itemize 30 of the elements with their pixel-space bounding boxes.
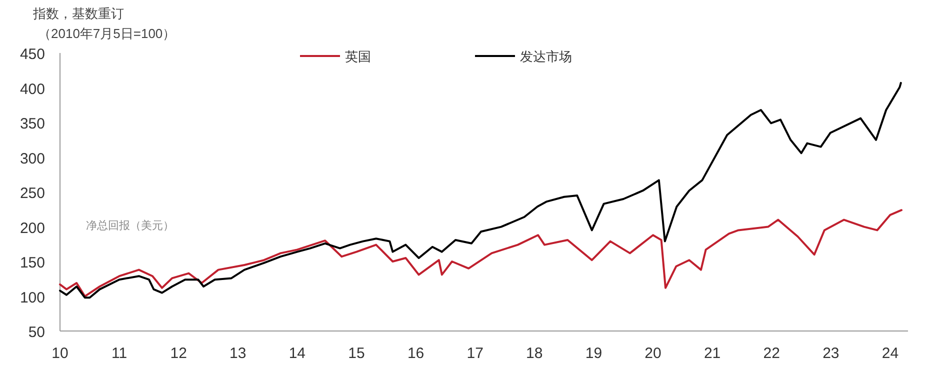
y-tick-label: 400 [20, 80, 45, 98]
y-tick-label: 150 [20, 254, 45, 272]
legend-label: 英国 [345, 49, 371, 64]
x-tick-label: 23 [822, 345, 840, 362]
y-tick-label: 50 [28, 324, 45, 341]
y-tick-label: 300 [20, 150, 45, 168]
y-tick-label: 100 [20, 289, 45, 306]
x-tick-label: 10 [52, 345, 68, 362]
y-axis-title: 指数，基数重订（2010年7月5日=100） [32, 6, 176, 41]
annotation: 净总回报（美元） [86, 219, 174, 232]
x-tick-label: 13 [230, 345, 246, 362]
x-tick-label: 18 [526, 345, 543, 362]
x-tick-label: 15 [348, 345, 365, 362]
x-tick-label: 20 [644, 345, 662, 362]
y-tick-label: 450 [20, 46, 45, 63]
line-series [59, 82, 902, 299]
x-tick-label: 12 [170, 345, 187, 362]
y-tick-label: 250 [20, 185, 45, 202]
x-tick-label: 21 [704, 345, 721, 362]
x-tick-label: 19 [585, 345, 602, 362]
x-tick-label: 16 [407, 345, 424, 362]
x-tick-label: 17 [466, 345, 484, 362]
x-tick-label: 22 [763, 345, 780, 362]
x-tick-label: 11 [112, 345, 128, 362]
y-tick-label: 200 [20, 220, 45, 237]
line-series [59, 209, 902, 298]
x-tick-label: 24 [882, 345, 899, 362]
y-tick-label: 350 [20, 116, 45, 132]
x-tick-label: 14 [288, 345, 306, 362]
legend-label: 发达市场 [520, 49, 572, 64]
